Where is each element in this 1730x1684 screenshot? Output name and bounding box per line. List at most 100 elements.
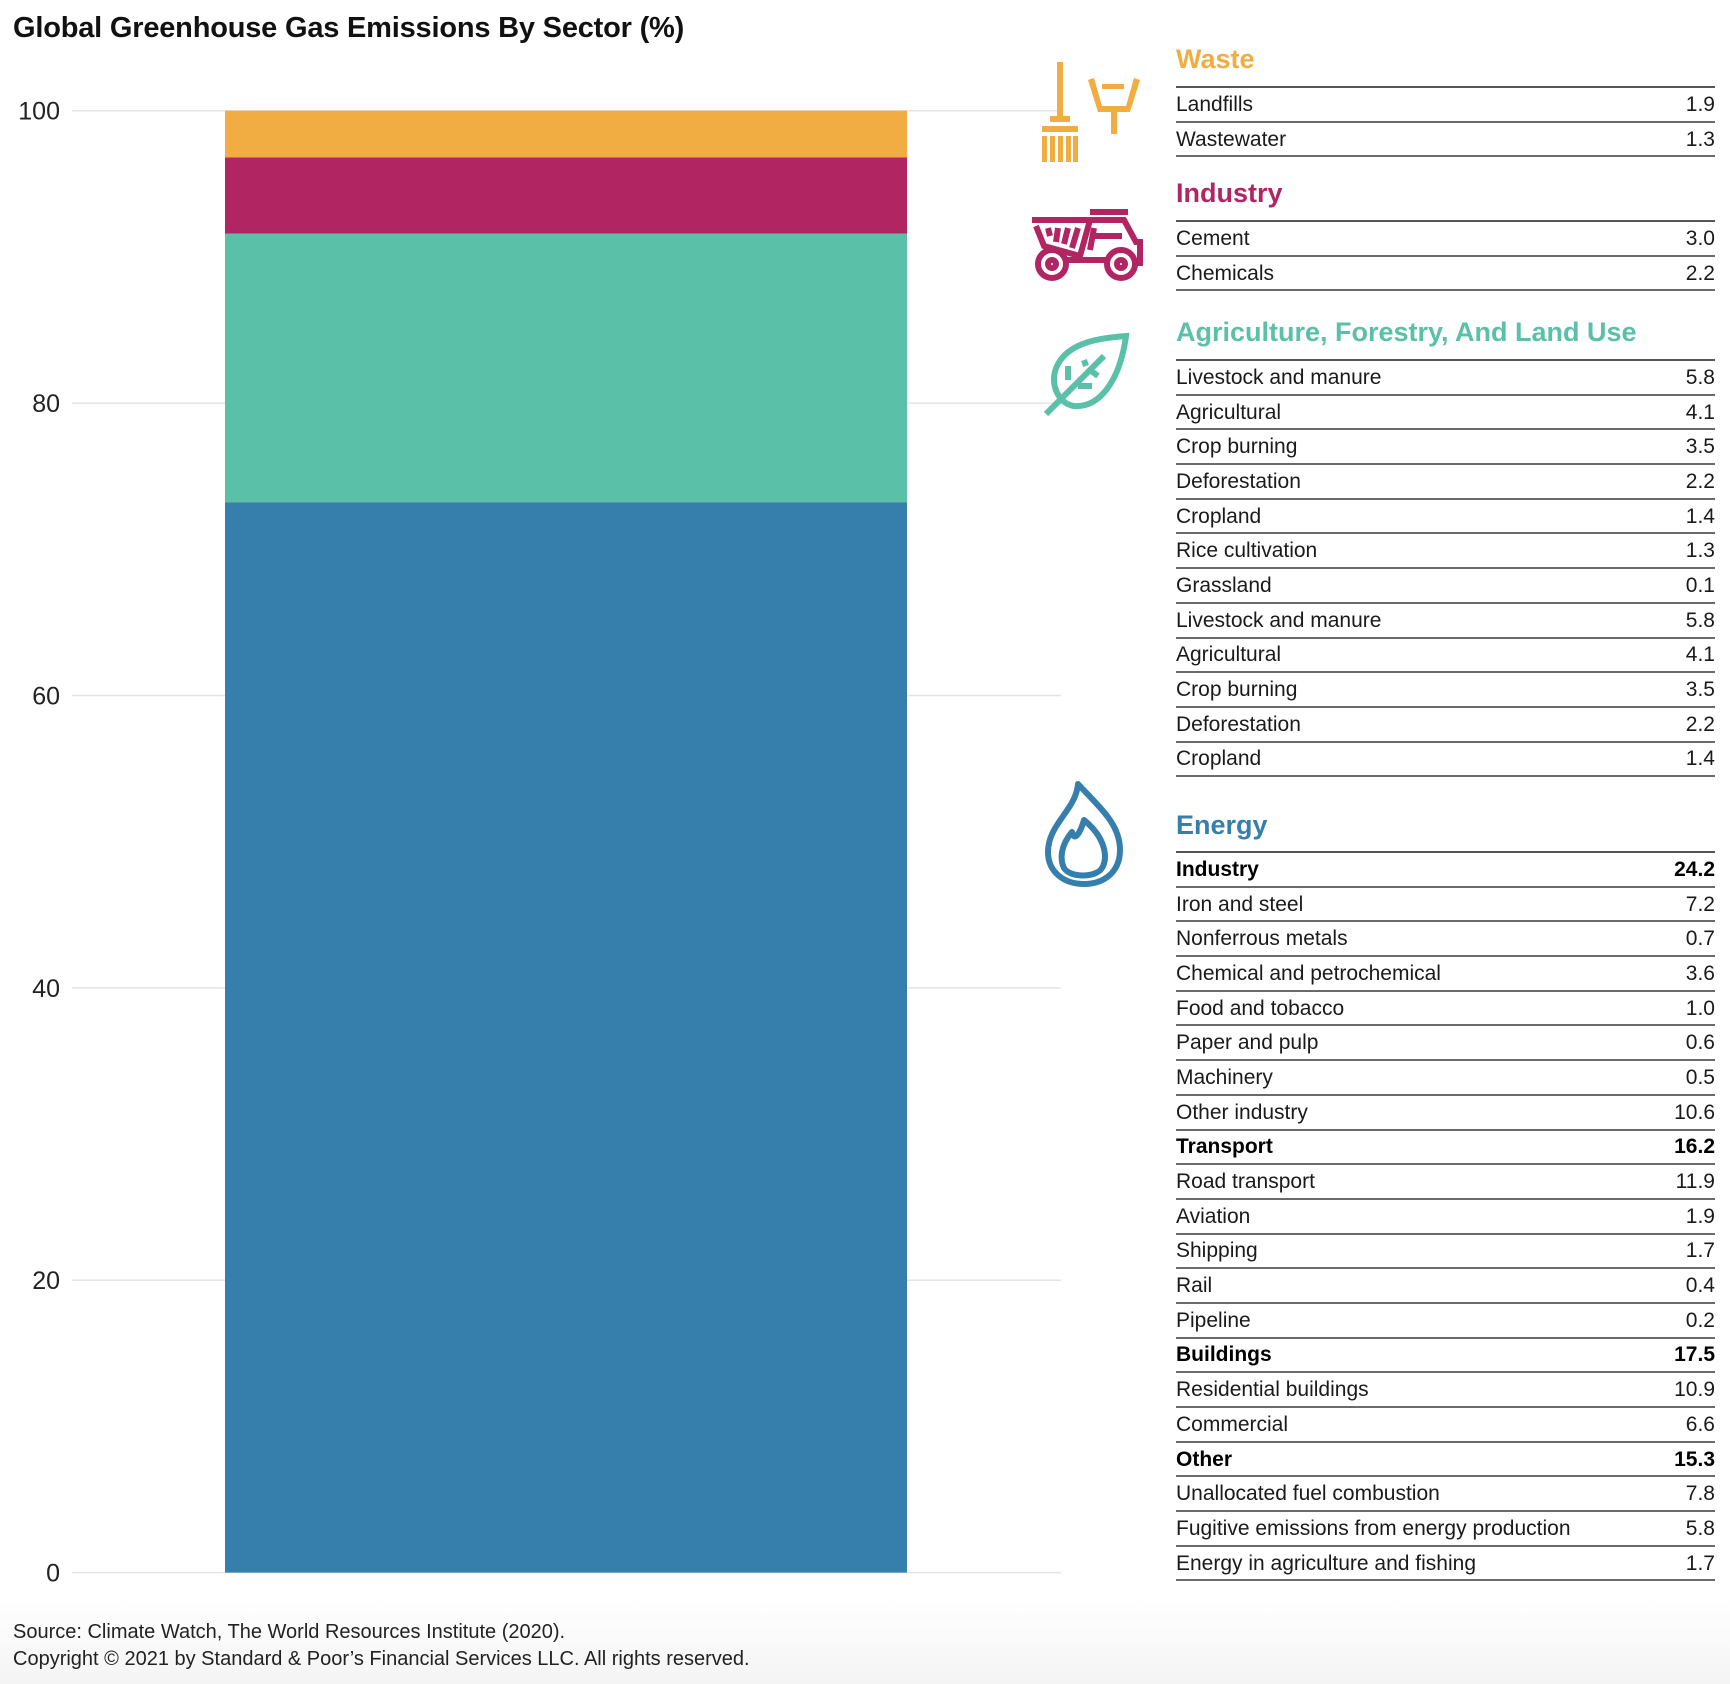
row-value: 11.9 xyxy=(1675,1170,1715,1194)
row-label: Other industry xyxy=(1176,1100,1308,1124)
row-value: 5.8 xyxy=(1685,1516,1715,1540)
table-row: Chemicals 2.2 xyxy=(1176,257,1715,292)
row-value: 6.6 xyxy=(1685,1412,1715,1436)
table-row: Rail 0.4 xyxy=(1176,1269,1715,1304)
table-row: Residential buildings 10.9 xyxy=(1176,1373,1715,1408)
row-value: 0.7 xyxy=(1685,927,1715,951)
table-row: Agricultural 4.1 xyxy=(1176,396,1715,431)
sector-title-energy: Energy xyxy=(1176,810,1268,840)
dump-truck-icon xyxy=(1028,206,1148,286)
row-label: Fugitive emissions from energy productio… xyxy=(1176,1516,1571,1540)
table-row: Shipping 1.7 xyxy=(1176,1235,1715,1270)
row-label: Deforestation xyxy=(1176,712,1301,736)
row-value: 0.6 xyxy=(1685,1031,1715,1055)
table-row: Cropland 1.4 xyxy=(1176,743,1715,778)
row-label: Transport xyxy=(1176,1135,1273,1159)
row-label: Aviation xyxy=(1176,1204,1251,1228)
table-row: Fugitive emissions from energy productio… xyxy=(1176,1512,1715,1547)
row-label: Iron and steel xyxy=(1176,892,1304,916)
row-value: 0.4 xyxy=(1685,1274,1715,1298)
table-row: Chemical and petrochemical 3.6 xyxy=(1176,957,1715,992)
row-value: 24.2 xyxy=(1674,857,1715,881)
row-label: Energy in agriculture and fishing xyxy=(1176,1551,1477,1575)
row-value: 0.5 xyxy=(1685,1065,1715,1089)
row-label: Buildings xyxy=(1176,1343,1272,1367)
bar-segment-industry xyxy=(225,157,907,234)
sector-title-agriculture: Agriculture, Forestry, And Land Use xyxy=(1176,317,1637,347)
sector-table-agriculture: Livestock and manure 5.8 Agricultural 4.1 … xyxy=(1176,359,1715,778)
table-row: Food and tobacco 1.0 xyxy=(1176,992,1715,1027)
y-tick-label: 100 xyxy=(18,98,60,126)
table-row: Iron and steel 7.2 xyxy=(1176,888,1715,923)
row-label: Crop burning xyxy=(1176,435,1298,459)
flame-icon xyxy=(1040,780,1130,890)
row-value: 2.2 xyxy=(1685,469,1715,493)
table-row: Agricultural 4.1 xyxy=(1176,639,1715,674)
row-value: 3.5 xyxy=(1685,435,1715,459)
table-row: Machinery 0.5 xyxy=(1176,1061,1715,1096)
row-label: Other xyxy=(1176,1447,1233,1471)
bar-segments xyxy=(225,110,907,1573)
row-label: Paper and pulp xyxy=(1176,1031,1319,1055)
table-row: Pipeline 0.2 xyxy=(1176,1304,1715,1339)
table-row: Rice cultivation 1.3 xyxy=(1176,534,1715,570)
row-label: Crop burning xyxy=(1176,678,1298,702)
row-label: Machinery xyxy=(1176,1065,1273,1089)
source-note: Source: Climate Watch, The World Resourc… xyxy=(13,1621,566,1643)
table-row: Livestock and manure 5.8 xyxy=(1176,361,1715,396)
table-row-subtotal: Transport 16.2 xyxy=(1176,1131,1715,1166)
row-label: Residential buildings xyxy=(1176,1378,1369,1402)
row-value: 0.2 xyxy=(1685,1308,1715,1332)
row-label: Cropland xyxy=(1176,504,1262,528)
table-row-subtotal: Buildings 17.5 xyxy=(1176,1339,1715,1374)
row-value: 2.2 xyxy=(1685,712,1715,736)
row-label: Road transport xyxy=(1176,1170,1315,1194)
row-value: 7.8 xyxy=(1685,1482,1715,1506)
table-row: Cropland 1.4 xyxy=(1176,500,1715,535)
row-label: Food and tobacco xyxy=(1176,996,1345,1020)
y-tick-label: 20 xyxy=(32,1267,60,1295)
bar-segment-energy xyxy=(225,502,907,1573)
table-row: Grassland 0.1 xyxy=(1176,569,1715,604)
footer: Source: Climate Watch, The World Resourc… xyxy=(13,1619,750,1673)
y-tick-label: 80 xyxy=(32,390,60,418)
row-value: 5.8 xyxy=(1685,365,1715,389)
row-value: 3.6 xyxy=(1685,961,1715,985)
copyright-note: Copyright © 2021 by Standard & Poor’s Fi… xyxy=(13,1648,750,1670)
row-value: 0.1 xyxy=(1685,573,1715,597)
row-label: Chemical and petrochemical xyxy=(1176,961,1441,985)
table-row: Nonferrous metals 0.7 xyxy=(1176,922,1715,958)
row-value: 1.4 xyxy=(1685,747,1715,771)
row-value: 4.1 xyxy=(1685,643,1715,667)
row-value: 17.5 xyxy=(1674,1343,1715,1367)
row-label: Nonferrous metals xyxy=(1176,927,1348,951)
row-label: Landfills xyxy=(1176,92,1254,116)
table-row: Other industry 10.6 xyxy=(1176,1096,1715,1131)
y-tick-label: 40 xyxy=(32,975,60,1003)
row-value: 2.2 xyxy=(1685,261,1715,285)
chart-title: Global Greenhouse Gas Emissions By Secto… xyxy=(13,12,685,44)
sector-table-energy: Industry 24.2 Iron and steel 7.2 Nonferrou… xyxy=(1176,851,1715,1582)
table-row: Deforestation 2.2 xyxy=(1176,465,1715,500)
row-value: 1.3 xyxy=(1685,127,1715,151)
y-tick-label: 0 xyxy=(46,1560,60,1588)
row-label: Pipeline xyxy=(1176,1308,1251,1332)
bar-segment-agriculture-forestry-and-land-use xyxy=(225,233,907,503)
row-value: 1.7 xyxy=(1685,1551,1715,1575)
row-value: 1.0 xyxy=(1685,996,1715,1020)
row-label: Shipping xyxy=(1176,1239,1258,1263)
y-tick-label: 60 xyxy=(32,682,60,710)
row-label: Commercial xyxy=(1176,1412,1289,1436)
table-row: Deforestation 2.2 xyxy=(1176,708,1715,743)
table-row: Commercial 6.6 xyxy=(1176,1408,1715,1443)
row-label: Chemicals xyxy=(1176,261,1275,285)
table-row: Wastewater 1.3 xyxy=(1176,123,1715,158)
row-label: Grassland xyxy=(1176,573,1272,597)
sector-title-industry: Industry xyxy=(1176,178,1283,208)
row-label: Livestock and manure xyxy=(1176,608,1382,632)
row-label: Rice cultivation xyxy=(1176,539,1318,563)
table-row: Aviation 1.9 xyxy=(1176,1200,1715,1235)
row-value: 1.3 xyxy=(1685,539,1715,563)
table-row-subtotal: Other 15.3 xyxy=(1176,1443,1715,1478)
row-label: Industry xyxy=(1176,857,1259,881)
